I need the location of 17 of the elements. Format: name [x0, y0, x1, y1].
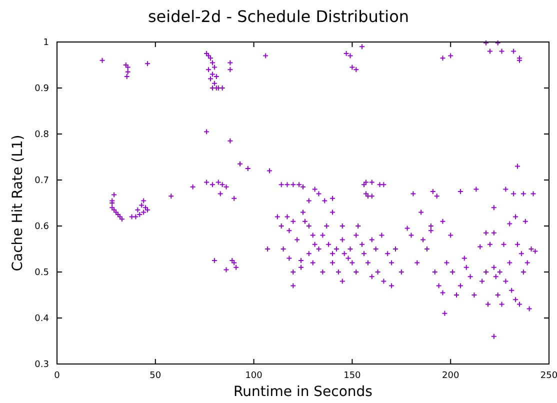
y-tick-label: 1 [43, 38, 49, 48]
y-tick-label: 0.8 [34, 130, 50, 140]
y-tick-label: 0.3 [34, 360, 49, 370]
y-tick-label: 0.4 [34, 314, 50, 324]
x-tick-label: 100 [245, 371, 263, 381]
x-tick-label: 150 [344, 371, 362, 381]
y-axis-title: Cache Hit Rate (L1) [10, 134, 26, 272]
chart-title: seidel-2d - Schedule Distribution [148, 7, 410, 26]
y-tick-label: 0.5 [34, 268, 49, 278]
y-tick-label: 0.6 [34, 222, 50, 232]
x-tick-label: 200 [442, 371, 460, 381]
y-tick-label: 0.7 [34, 176, 49, 186]
x-tick-label: 250 [540, 371, 557, 381]
x-axis-title: Runtime in Seconds [234, 384, 372, 400]
x-tick-label: 0 [54, 371, 60, 381]
y-tick-label: 0.9 [34, 84, 50, 94]
x-tick-label: 50 [150, 371, 162, 381]
